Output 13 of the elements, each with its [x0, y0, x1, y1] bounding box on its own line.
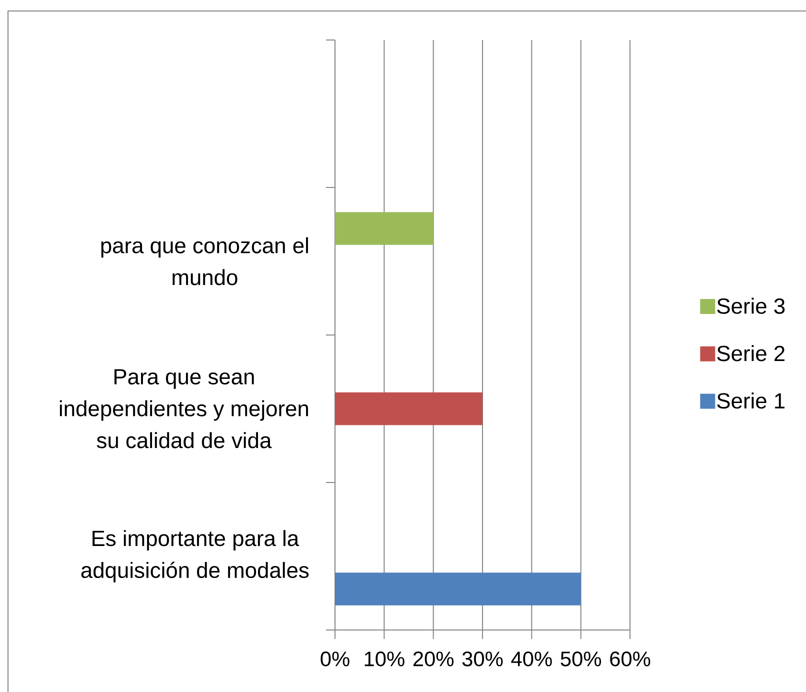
legend-label: Serie 1: [717, 392, 785, 409]
x-tick-label: 40%: [511, 652, 552, 666]
legend-label: Serie 3: [717, 298, 785, 314]
x-tick-label: 0%: [320, 652, 350, 666]
x-tick-label: 10%: [364, 652, 404, 666]
y-tick-label: Es importante para la adquisición de modales: [81, 530, 309, 582]
x-tick-label: 50%: [560, 652, 602, 666]
x-tick-label: 30%: [462, 652, 503, 666]
x-tick-label: 60%: [610, 652, 650, 666]
x-tick-label: 20%: [413, 652, 454, 666]
y-tick-label: para que conozcan el mundo: [101, 237, 308, 286]
y-tick-label: Para que sean independientes y mejoren su calidad de vida: [60, 369, 308, 448]
legend-label: Serie 2: [717, 345, 784, 362]
